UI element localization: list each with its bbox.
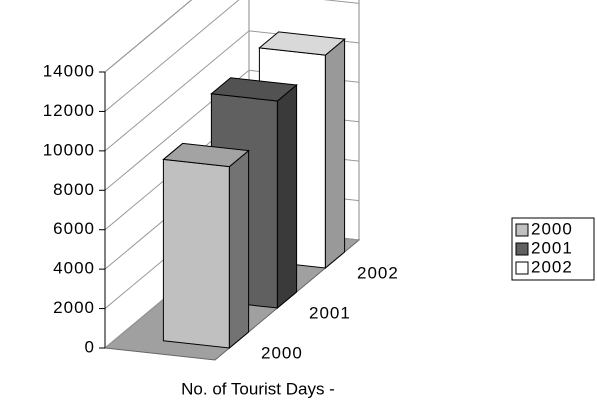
grid-line: [104, 0, 193, 73]
depth-label: 2000: [261, 343, 303, 362]
y-tick-label: 14000: [43, 61, 95, 80]
bar-side: [228, 149, 250, 350]
x-axis-label: No. of Tourist Days -: [181, 379, 335, 398]
bar-top: [162, 142, 250, 168]
depth-label: 2001: [309, 303, 351, 322]
y-tick-label: 8000: [53, 180, 95, 199]
legend-label: 2002: [531, 257, 573, 276]
legend-swatch: [515, 223, 529, 237]
bar-top: [210, 77, 298, 102]
y-tick-label: 0: [85, 337, 95, 356]
y-tick-label: 10000: [43, 140, 95, 159]
depth-label: 2002: [357, 263, 399, 282]
bar-top: [258, 31, 346, 56]
bar-side: [324, 38, 346, 270]
bar-front: [162, 158, 230, 349]
y-tick-label: 12000: [43, 101, 95, 120]
y-tick-label: 4000: [53, 259, 95, 278]
y-tick-label: 2000: [53, 298, 95, 317]
legend-swatch: [515, 261, 529, 275]
legend-label: 2001: [531, 238, 573, 257]
grid-line: [104, 0, 360, 112]
legend-label: 2000: [531, 219, 573, 238]
bar-side: [276, 83, 298, 310]
legend-swatch: [515, 242, 529, 256]
y-tick-label: 6000: [53, 219, 95, 238]
